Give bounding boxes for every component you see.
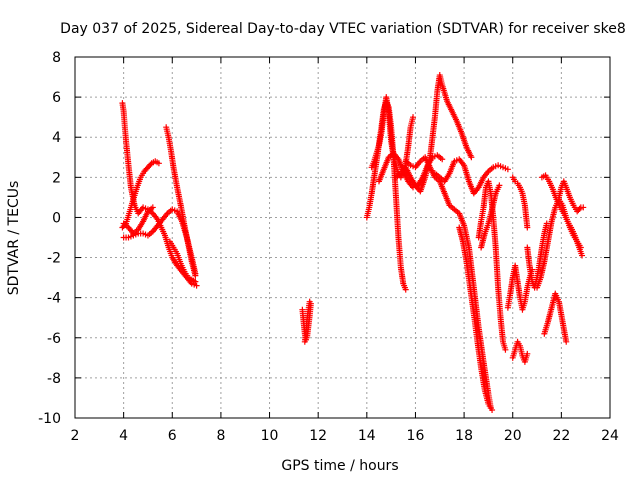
y-tick-label: 6 bbox=[52, 90, 61, 106]
x-tick-label: 4 bbox=[119, 428, 128, 444]
data-point bbox=[563, 338, 570, 345]
y-axis-label: SDTVAR / TECUs bbox=[6, 181, 22, 296]
x-tick-label: 6 bbox=[168, 428, 177, 444]
data-point bbox=[579, 252, 586, 259]
data-point bbox=[306, 298, 313, 305]
y-tick-label: 0 bbox=[52, 210, 61, 226]
data-point bbox=[576, 205, 583, 212]
y-tick-label: -6 bbox=[47, 331, 61, 347]
y-tick-label: -10 bbox=[38, 411, 61, 427]
data-point bbox=[147, 161, 154, 168]
y-tick-label: -8 bbox=[47, 371, 61, 387]
x-tick-label: 10 bbox=[261, 428, 279, 444]
data-point bbox=[155, 160, 162, 167]
x-tick-label: 22 bbox=[552, 428, 570, 444]
data-point bbox=[410, 114, 417, 121]
x-tick-label: 8 bbox=[216, 428, 225, 444]
data-point bbox=[439, 156, 446, 163]
data-point bbox=[149, 204, 156, 211]
y-tick-label: 2 bbox=[52, 170, 61, 186]
y-tick-label: 4 bbox=[52, 130, 61, 146]
data-point bbox=[524, 350, 531, 357]
x-tick-label: 18 bbox=[455, 428, 473, 444]
x-axis-label: GPS time / hours bbox=[281, 458, 398, 474]
x-tick-label: 20 bbox=[504, 428, 522, 444]
x-tick-label: 12 bbox=[309, 428, 327, 444]
x-tick-label: 24 bbox=[601, 428, 619, 444]
y-tick-label: -2 bbox=[47, 251, 61, 267]
data-point bbox=[502, 346, 509, 353]
plot-frame bbox=[74, 56, 611, 419]
data-point bbox=[489, 406, 496, 413]
x-tick-label: 16 bbox=[407, 428, 425, 444]
data-point bbox=[192, 278, 199, 285]
data-point bbox=[580, 204, 587, 211]
data-point bbox=[192, 272, 199, 279]
data-point bbox=[193, 282, 200, 289]
data-point bbox=[468, 154, 475, 161]
y-tick-label: 8 bbox=[52, 50, 61, 66]
x-tick-label: 2 bbox=[71, 428, 80, 444]
data-marks bbox=[119, 72, 587, 413]
data-point bbox=[524, 224, 531, 231]
x-tick-label: 14 bbox=[358, 428, 376, 444]
data-point bbox=[504, 166, 511, 173]
data-point bbox=[496, 182, 503, 189]
data-point bbox=[402, 286, 409, 293]
data-point bbox=[577, 244, 584, 251]
chart-title: Day 037 of 2025, Sidereal Day-to-day VTE… bbox=[60, 21, 626, 37]
y-tick-label: -4 bbox=[47, 291, 61, 307]
